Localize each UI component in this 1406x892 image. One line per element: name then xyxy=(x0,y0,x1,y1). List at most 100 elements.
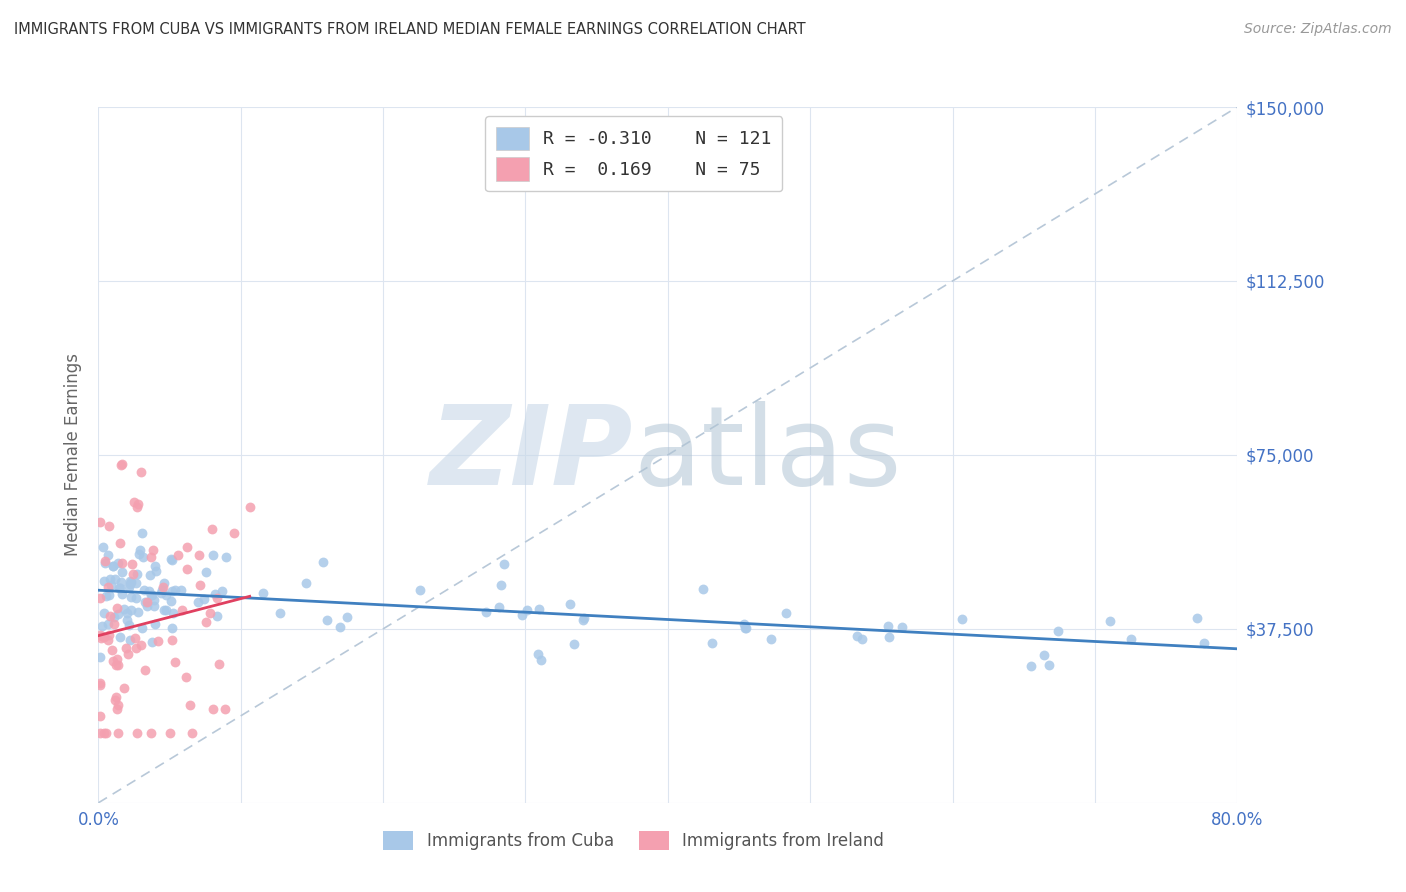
Y-axis label: Median Female Earnings: Median Female Earnings xyxy=(65,353,83,557)
Point xyxy=(200,607,222,621)
Point xyxy=(101,559,124,574)
Point xyxy=(89,678,111,692)
Point xyxy=(108,581,131,595)
Point xyxy=(124,495,146,509)
Point xyxy=(239,500,262,515)
Point xyxy=(127,500,149,514)
Point xyxy=(572,611,595,625)
Point xyxy=(215,549,238,564)
Point xyxy=(188,578,211,592)
Point xyxy=(409,583,432,598)
Point xyxy=(150,586,173,600)
Point xyxy=(103,654,125,668)
Point xyxy=(125,641,148,656)
Point xyxy=(162,606,184,620)
Point xyxy=(775,606,797,620)
Point xyxy=(129,638,152,652)
Point xyxy=(117,648,139,662)
Point xyxy=(112,602,135,616)
Point xyxy=(160,593,183,607)
Point xyxy=(118,580,141,594)
Point xyxy=(89,726,111,740)
Point xyxy=(195,566,218,580)
Point xyxy=(734,621,756,635)
Point xyxy=(851,632,873,647)
Point xyxy=(1038,658,1060,673)
Point xyxy=(134,595,156,609)
Point xyxy=(1099,615,1122,629)
Point xyxy=(111,587,134,601)
Point xyxy=(118,632,141,647)
Point xyxy=(153,603,176,617)
Point xyxy=(159,551,181,566)
Point xyxy=(93,574,115,589)
Point xyxy=(132,549,155,564)
Point xyxy=(101,559,124,574)
Point xyxy=(252,586,274,600)
Point xyxy=(127,567,149,582)
Point xyxy=(104,690,127,705)
Point xyxy=(155,588,177,602)
Point xyxy=(1046,624,1069,639)
Point xyxy=(530,653,553,667)
Point xyxy=(150,582,173,597)
Point xyxy=(950,612,973,626)
Point xyxy=(160,584,183,599)
Point xyxy=(205,591,228,606)
Point xyxy=(122,566,145,581)
Point xyxy=(174,670,197,684)
Point xyxy=(759,632,782,647)
Point xyxy=(558,598,581,612)
Point xyxy=(141,726,163,740)
Point xyxy=(294,576,316,591)
Point xyxy=(127,497,149,511)
Point xyxy=(141,549,163,564)
Point xyxy=(108,631,131,645)
Point xyxy=(125,591,148,606)
Point xyxy=(269,606,291,620)
Point xyxy=(93,726,115,740)
Point xyxy=(121,558,143,572)
Point xyxy=(877,630,900,644)
Point xyxy=(89,650,111,665)
Point xyxy=(187,595,209,609)
Point xyxy=(163,655,186,669)
Point xyxy=(336,610,359,624)
Point xyxy=(160,633,183,648)
Point xyxy=(891,620,914,634)
Point xyxy=(195,615,218,629)
Point xyxy=(529,601,551,615)
Point xyxy=(1185,611,1208,625)
Point xyxy=(94,726,117,740)
Point xyxy=(107,698,129,713)
Point xyxy=(94,589,117,603)
Point xyxy=(104,657,127,672)
Point xyxy=(132,583,155,598)
Point xyxy=(143,593,166,607)
Point xyxy=(204,587,226,601)
Point xyxy=(312,555,335,569)
Point xyxy=(141,635,163,649)
Point xyxy=(510,608,533,623)
Point xyxy=(169,583,191,598)
Point xyxy=(111,457,134,471)
Point xyxy=(329,620,352,634)
Point xyxy=(128,547,150,561)
Point xyxy=(98,609,121,624)
Point xyxy=(700,636,723,650)
Point xyxy=(115,613,138,627)
Point xyxy=(120,575,142,590)
Point xyxy=(135,599,157,613)
Point xyxy=(733,616,755,631)
Point xyxy=(101,643,124,657)
Point xyxy=(163,583,186,598)
Point xyxy=(134,664,156,678)
Point xyxy=(90,631,112,645)
Point xyxy=(89,708,111,723)
Point xyxy=(94,554,117,568)
Point xyxy=(214,702,236,716)
Point xyxy=(1119,632,1142,646)
Point xyxy=(734,621,756,635)
Point xyxy=(572,613,595,627)
Point xyxy=(107,726,129,740)
